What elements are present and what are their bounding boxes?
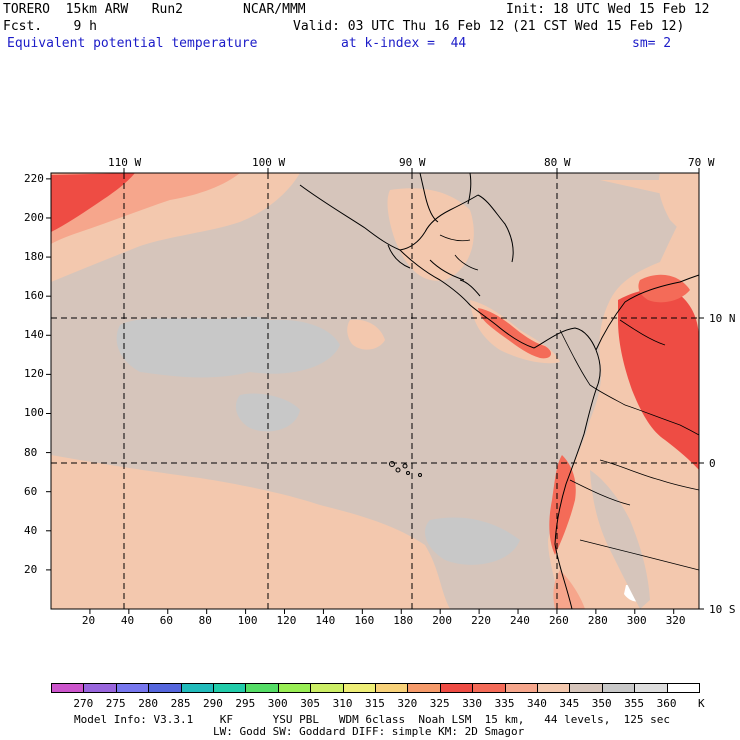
lon-label-100w: 100 W (252, 156, 286, 169)
colorbar-swatch (666, 683, 700, 693)
colorbar-label: 300 (267, 697, 288, 710)
x-tick-label: 320 (665, 614, 686, 627)
y-tick-label: 80 (24, 445, 38, 459)
lon-label-110w: 110 W (108, 156, 142, 169)
map-frame (50, 172, 700, 610)
level-index: at k-index = 44 (341, 36, 467, 51)
x-tick-label: 180 (393, 614, 414, 627)
x-tick-label: 60 (159, 614, 173, 627)
colorbar-swatch (213, 683, 247, 693)
colorbar-swatch (180, 683, 214, 693)
colorbar-label: 335 (494, 697, 515, 710)
smoothing-value: sm= 2 (632, 36, 672, 51)
y-tick-label: 60 (24, 484, 38, 498)
colorbar-swatch (537, 683, 571, 693)
colorbar-swatch (277, 683, 312, 693)
colorbar-label: 310 (332, 697, 353, 710)
valid-time: Valid: 03 UTC Thu 16 Feb 12 (21 CST Wed … (293, 19, 685, 34)
y-tick-label: 120 (24, 367, 44, 381)
colorbar-swatch (407, 683, 441, 693)
x-tick-label: 280 (587, 614, 608, 627)
lat-label-0: 0 (709, 457, 716, 470)
lon-label-80w: 80 W (544, 156, 571, 169)
y-tick-label: 160 (24, 289, 44, 303)
colorbar-label: 280 (138, 697, 159, 710)
colorbar-label: 275 (105, 697, 126, 710)
model-name: TORERO 15km ARW Run2 (3, 2, 184, 17)
y-tick-label: 220 (24, 171, 44, 185)
colorbar-swatch (51, 683, 85, 693)
x-tick-label: 220 (471, 614, 491, 627)
axis-ticks (46, 178, 675, 614)
y-tick-label: 140 (24, 328, 44, 342)
colorbar-label: 340 (527, 697, 547, 710)
lon-ticks (123, 168, 704, 610)
model-info-line: Model Info: V3.3.1 KF YSU PBL WDM 6class… (74, 713, 671, 726)
colorbar-unit: K (698, 697, 705, 710)
grid-lines (51, 173, 699, 609)
colorbar-swatch (342, 683, 376, 693)
x-tick-label: 200 (432, 614, 453, 627)
x-tick-label: 20 (81, 614, 96, 627)
y-tick-label: 100 (24, 406, 44, 420)
lat-label-10s: 10 S (709, 603, 736, 616)
x-tick-label: 260 (548, 614, 569, 627)
colorbar-swatch (472, 683, 506, 693)
x-tick-label: 140 (315, 614, 336, 627)
colorbar-swatch (634, 683, 668, 693)
colorbar-label: 290 (203, 697, 223, 710)
colorbar-label: 350 (591, 697, 612, 710)
colorbar-label: 305 (300, 697, 321, 710)
lat-label-10n: 10 N (709, 312, 736, 325)
colorbar-swatch (569, 683, 603, 693)
x-tick-label: 300 (626, 614, 647, 627)
x-tick-label: 120 (276, 614, 297, 627)
colorbar-swatch (375, 683, 409, 693)
y-tick-label: 20 (24, 562, 38, 576)
colorbar-label: 355 (624, 697, 645, 710)
x-tick-label: 80 (198, 614, 212, 627)
colorbar-label: 325 (429, 697, 450, 710)
colorbar-swatch (245, 683, 279, 693)
colorbar-swatch (83, 683, 117, 693)
colorbar-swatch (439, 683, 474, 693)
physics-info-line: LW: Godd SW: Goddard DIFF: simple KM: 2D… (213, 725, 525, 738)
borders (439, 234, 700, 571)
colorbar-swatch (504, 683, 538, 693)
colorbar-label: 320 (397, 697, 418, 710)
forecast-hour: Fcst. 9 h (3, 19, 97, 34)
colorbar-label: 315 (365, 697, 385, 710)
y-tick-label: 40 (24, 523, 38, 537)
lon-label-70w: 70 W (688, 156, 715, 169)
galapagos-islands (389, 461, 422, 477)
colorbar-label: 330 (462, 697, 483, 710)
colorbar-label: 360 (656, 697, 677, 710)
colorbar-swatch (310, 683, 344, 693)
colorbar-label: 345 (559, 697, 580, 710)
colorbar-swatch (148, 683, 182, 693)
colorbar-label: 285 (170, 697, 191, 710)
temperature-field (51, 173, 699, 609)
colorbar-label: 295 (235, 697, 256, 710)
colorbar-swatch (115, 683, 150, 693)
x-tick-label: 160 (354, 614, 375, 627)
field-name: Equivalent potential temperature (7, 36, 258, 51)
organization: NCAR/MMM (243, 2, 306, 17)
x-tick-label: 40 (120, 614, 135, 627)
y-tick-label: 200 (24, 210, 44, 224)
colorbar-swatch (601, 683, 636, 693)
x-tick-label: 100 (237, 614, 258, 627)
y-tick-label: 180 (24, 250, 44, 264)
init-time: Init: 18 UTC Wed 15 Feb 12 (506, 2, 710, 17)
colorbar-label: 270 (73, 697, 94, 710)
x-tick-label: 240 (510, 614, 530, 627)
lon-label-90w: 90 W (399, 156, 426, 169)
